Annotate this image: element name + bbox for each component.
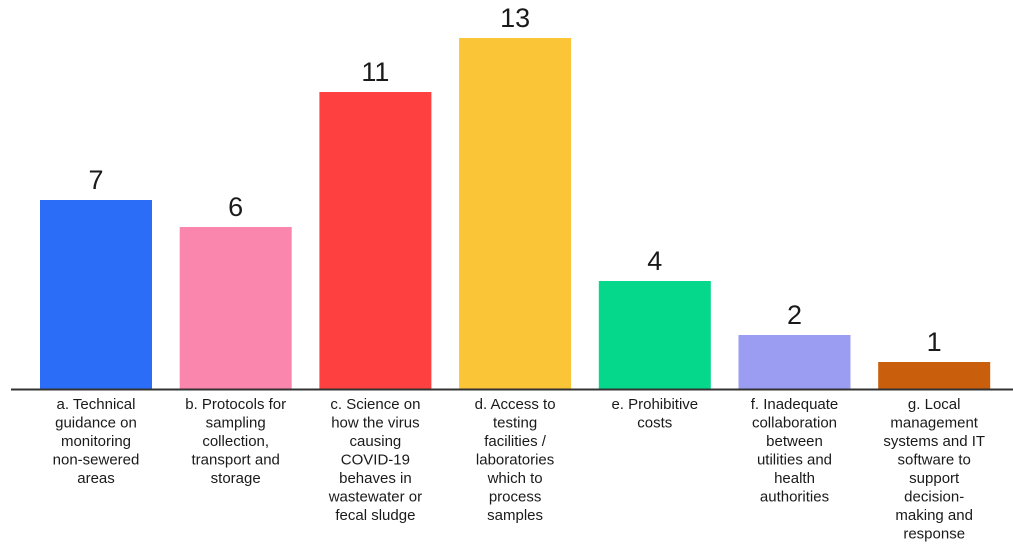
category-label-line: behaves in <box>339 470 412 487</box>
category-label-line: monitoring <box>61 433 131 450</box>
category-label-b: b. Protocols for sampling collection, trans… <box>185 396 286 487</box>
category-label-line: causing <box>350 433 402 450</box>
category-label-line: transport and <box>192 452 280 469</box>
category-label-line: support <box>909 470 960 487</box>
category-label-d: d. Access to testing facilities / laborator… <box>475 396 556 524</box>
category-label-line: samples <box>487 507 543 524</box>
category-label-line: software to <box>898 452 971 469</box>
category-label-line: c. Science on <box>330 396 420 413</box>
category-label-line: costs <box>637 415 672 432</box>
bar-f <box>738 335 851 389</box>
value-label-b: 6 <box>228 192 243 222</box>
bar-g <box>878 362 991 389</box>
category-label-a: a. Technical guidance on monitoring non-sew… <box>53 396 140 487</box>
category-label-line: COVID-19 <box>341 452 410 469</box>
bar-c <box>319 92 432 389</box>
category-label-line: a. Technical <box>57 396 136 413</box>
category-label-line: sampling <box>206 415 266 432</box>
category-label-line: laboratories <box>476 452 554 469</box>
value-label-a: 7 <box>88 165 103 195</box>
category-label-line: collaboration <box>752 415 837 432</box>
category-label-line: fecal sludge <box>335 507 415 524</box>
category-label-line: utilities and <box>757 452 832 469</box>
category-label-line: collection, <box>202 433 269 450</box>
bars-layer <box>40 38 991 389</box>
value-label-d: 13 <box>500 3 530 33</box>
bar-e <box>598 281 711 389</box>
bar-d <box>459 38 572 389</box>
category-label-c: c. Science on how the virus causing COVID-1… <box>328 396 422 524</box>
category-label-line: which to <box>487 470 543 487</box>
category-label-line: wastewater or <box>328 489 422 506</box>
category-label-line: health <box>774 470 815 487</box>
category-label-line: systems and IT <box>883 433 985 450</box>
category-label-line: decision- <box>904 489 964 506</box>
category-label-f: f. Inadequate collaboration between utiliti… <box>751 396 839 506</box>
bar-a <box>40 200 152 389</box>
value-label-e: 4 <box>647 246 662 276</box>
category-label-line: non-sewered <box>53 452 140 469</box>
category-label-e: e. Prohibitive costs <box>611 396 698 432</box>
category-label-line: response <box>903 526 965 543</box>
category-label-line: making and <box>895 507 973 524</box>
labels-layer: 7 a. Technical guidance on monitoring non-se… <box>53 3 985 543</box>
category-label-line: guidance on <box>55 415 137 432</box>
category-label-line: facilities / <box>484 433 547 450</box>
category-label-line: process <box>489 489 542 506</box>
value-label-g: 1 <box>927 327 942 357</box>
value-label-c: 11 <box>361 57 389 87</box>
category-label-line: b. Protocols for <box>185 396 286 413</box>
bar-b <box>179 227 292 389</box>
category-label-line: g. Local <box>908 396 961 413</box>
category-label-line: management <box>890 415 978 432</box>
category-label-line: testing <box>493 415 537 432</box>
value-label-f: 2 <box>787 300 802 330</box>
category-label-line: between <box>766 433 823 450</box>
category-label-line: authorities <box>760 489 829 506</box>
category-label-line: f. Inadequate <box>751 396 839 413</box>
category-label-line: e. Prohibitive <box>611 396 698 413</box>
category-label-line: storage <box>211 470 261 487</box>
category-label-line: d. Access to <box>475 396 556 413</box>
category-label-g: g. Local management systems and IT software… <box>883 396 985 543</box>
category-label-line: areas <box>77 470 115 487</box>
category-label-line: how the virus <box>331 415 419 432</box>
